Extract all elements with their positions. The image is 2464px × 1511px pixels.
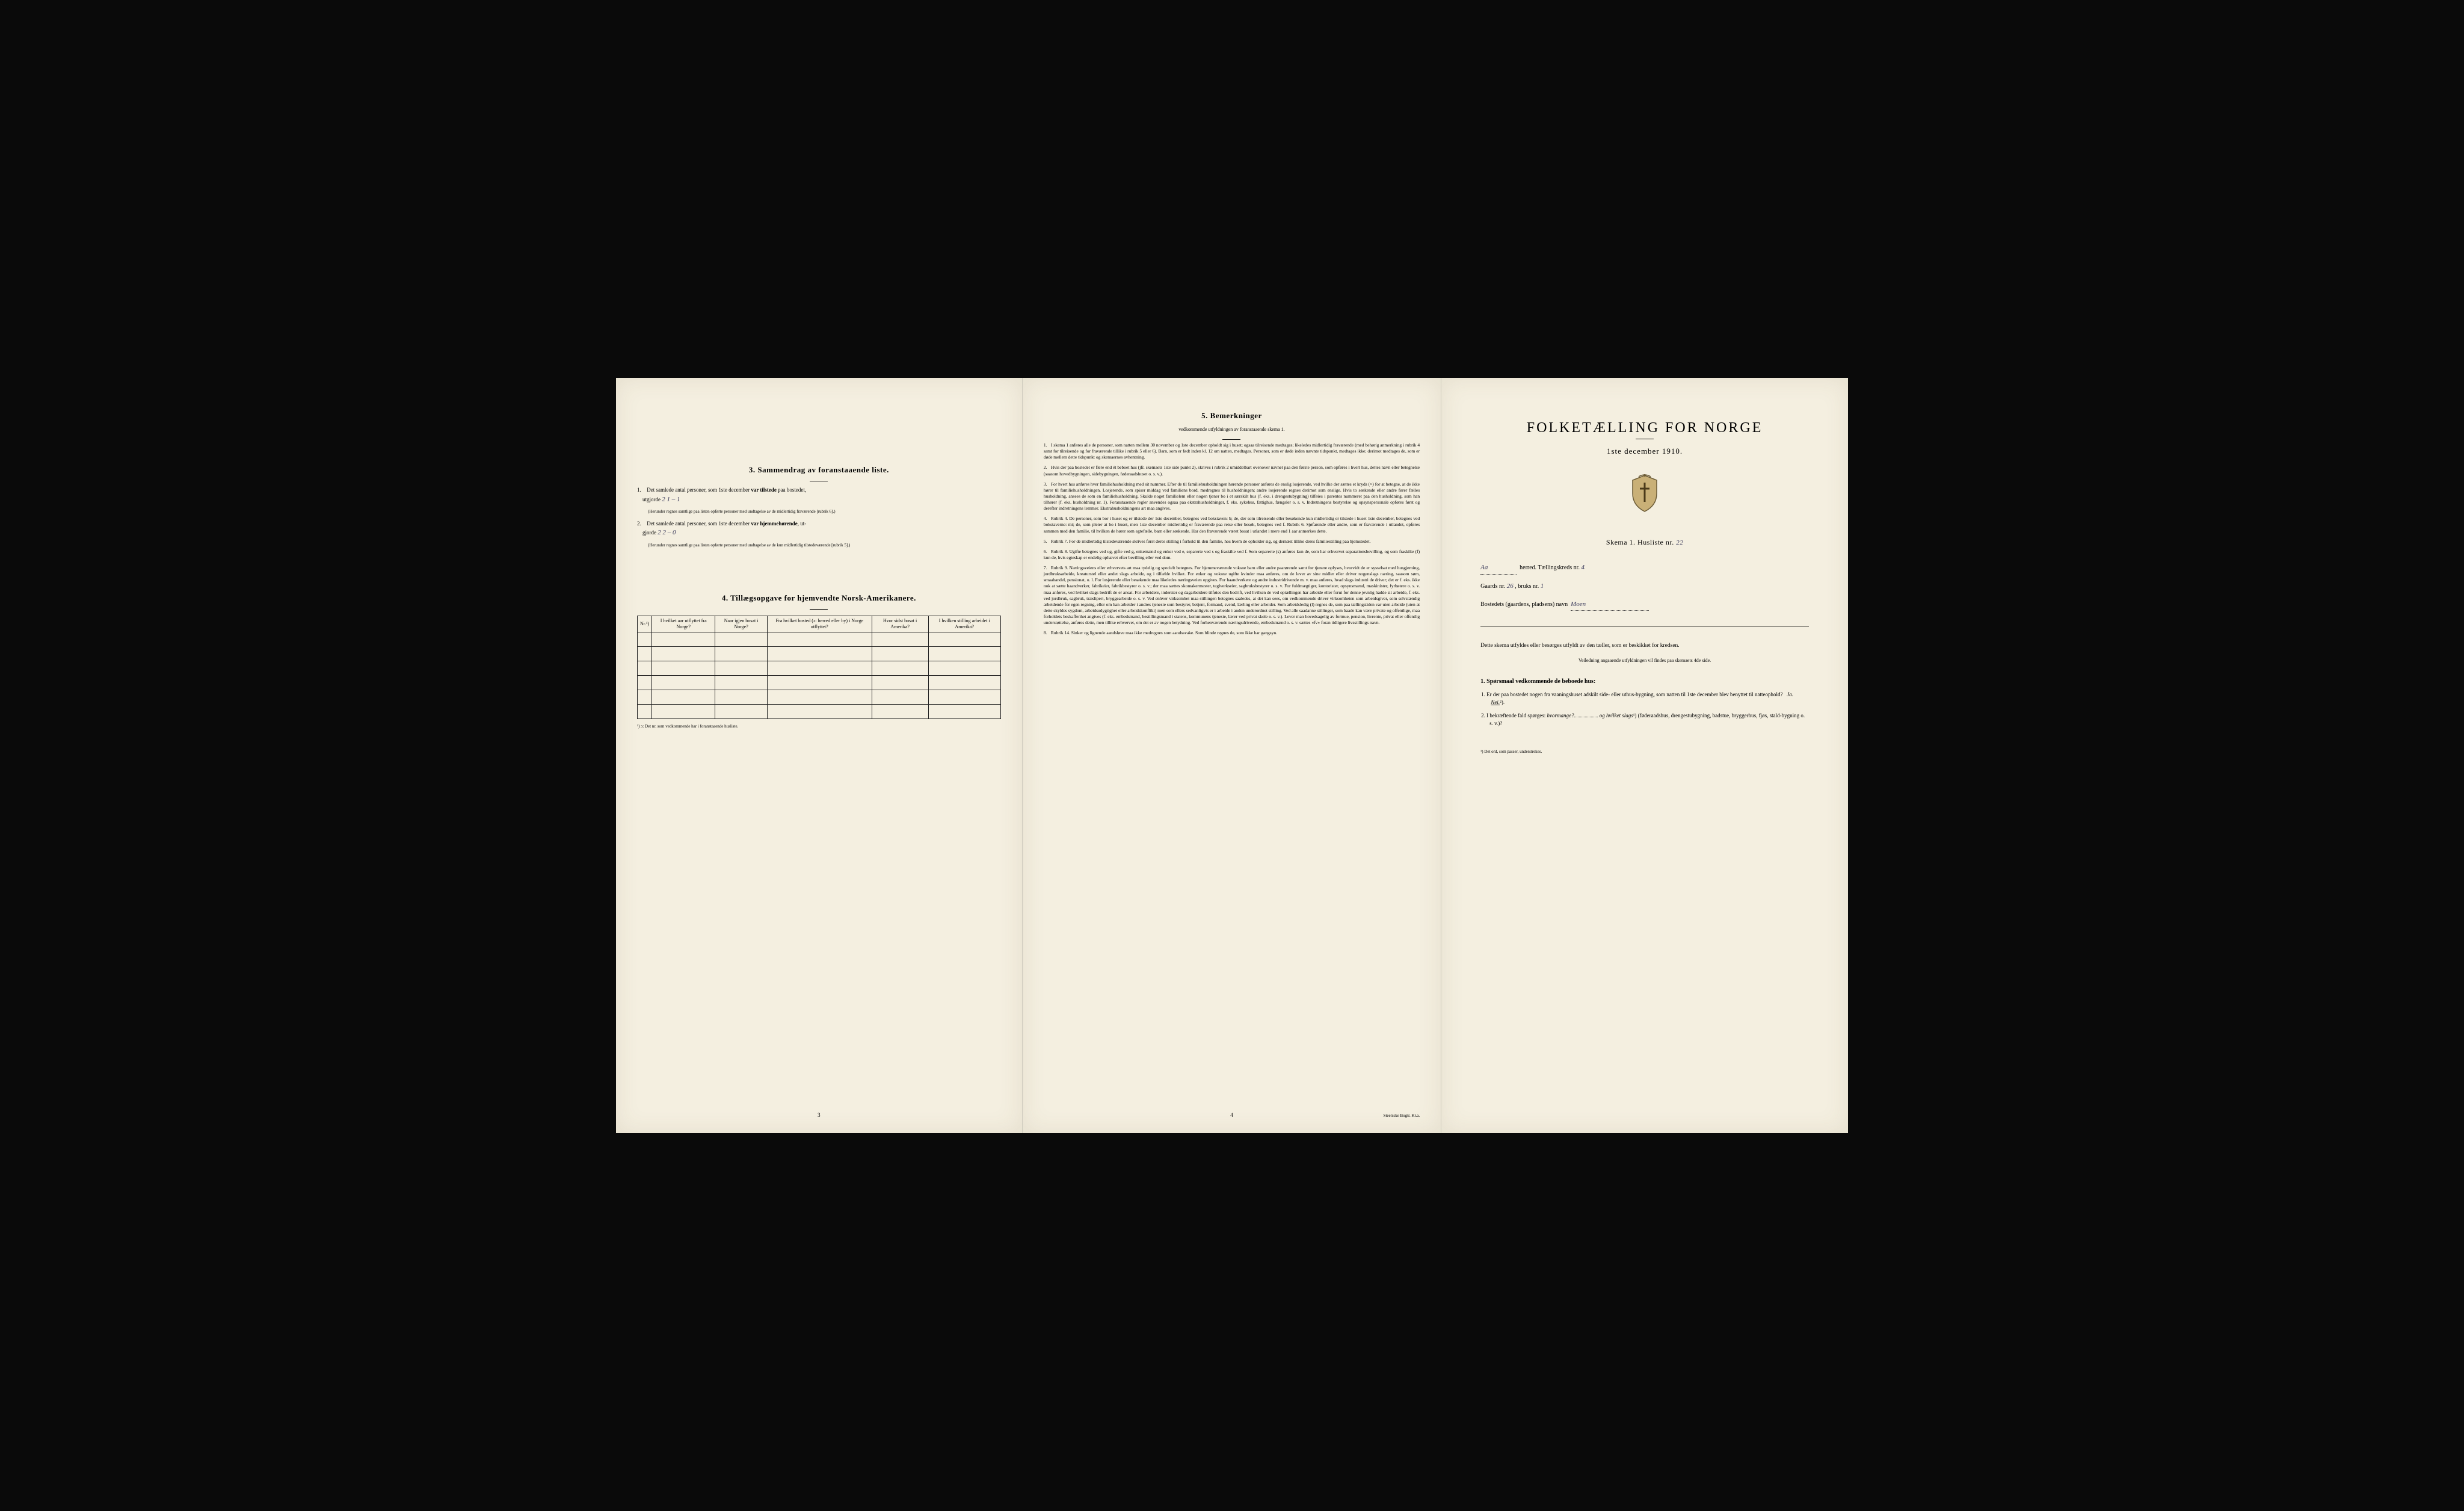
page-1-cover: FOLKETÆLLING FOR NORGE 1ste december 191… [1441,378,1848,1133]
page-number: 3 [818,1112,821,1118]
coat-of-arms-icon [1462,474,1827,520]
husliste-nr: 22 [1676,539,1683,546]
bemerkninger-item: 8.Rubrik 14. Sinker og lignende aandsløv… [1044,630,1420,636]
bruk-nr: 1 [1541,582,1544,590]
text: gjorde [642,530,658,536]
item-num: 1. [637,486,645,495]
skema-label: Skema 1. Husliste nr. [1606,538,1674,546]
page-number: 4 [1230,1112,1233,1118]
th-col2: Naar igjen bosat i Norge? [715,616,767,632]
skema-line: Skema 1. Husliste nr. 22 [1462,538,1827,547]
main-title: FOLKETÆLLING FOR NORGE [1462,420,1827,436]
th-col1: I hvilket aar utflyttet fra Norge? [652,616,715,632]
bemerkninger-item: 5.Rubrik 7. For de midlertidig tilstedev… [1044,539,1420,545]
section-3-title: 3. Sammendrag av foranstaaende liste. [637,465,1001,475]
label: Gaards nr. [1480,583,1505,590]
q-num: 2. [1481,712,1485,718]
sup: ¹) [1633,712,1637,718]
item-num: 2. [637,520,645,528]
note: (Herunder regnes samtlige paa listen opf… [648,543,1001,549]
label: herred. Tællingskreds nr. [1520,564,1580,571]
th-col4: Hvor sidst bosat i Amerika? [872,616,928,632]
bemerkninger-item: 3.For hvert hus anføres hver familiehush… [1044,481,1420,512]
em: og [1598,712,1606,718]
text: Det samlede antal personer, som 1ste dec… [647,487,751,493]
bemerkninger-item: 4.Rubrik 4. De personer, som bor i huset… [1044,516,1420,534]
text: , ut- [798,521,807,527]
divider [810,609,828,610]
page-3: 3. Sammendrag av foranstaaende liste. 1.… [616,378,1023,1133]
q-text: I bekræftende fald spørges: [1486,712,1547,718]
divider [1222,439,1240,440]
bemerkninger-item: 7.Rubrik 9. Næringsveiens eller erhverve… [1044,565,1420,626]
herred-line: Aa herred. Tællingskreds nr. 4 [1480,562,1809,575]
bold: var tilstede [751,487,777,493]
section-5-title: 5. Bemerkninger [1044,411,1420,421]
question-2: 2. I bekræftende fald spørges: hvormange… [1489,712,1809,728]
item-1: 1. Det samlede antal personer, som 1ste … [637,486,1001,504]
handwritten-value: 2 1 – 1 [662,496,680,503]
footnote: ¹) ɔ: Det nr. som vedkommende har i fora… [637,724,1001,729]
bemerkninger-item: 6.Rubrik 8. Ugifte betegnes ved ug, gift… [1044,549,1420,561]
label: , bruks nr. [1515,583,1539,590]
table-row [638,690,1001,705]
ja-option: Ja. [1787,691,1793,697]
item-2: 2. Det samlede antal personer, som 1ste … [637,520,1001,538]
page-4: 5. Bemerkninger vedkommende utfyldningen… [1023,378,1441,1133]
gaard-nr: 26 [1507,582,1514,590]
main-date: 1ste december 1910. [1462,447,1827,456]
sup: ²). [1500,699,1505,705]
label: Bostedets (gaardens, pladsens) navn [1480,601,1568,608]
tillaeg-table: Nr.¹) I hvilket aar utflyttet fra Norge?… [637,616,1001,720]
q-text: Er der paa bostedet nogen fra vaaningshu… [1486,691,1782,697]
handwritten-value: 2 2 – 0 [658,529,676,536]
table-row [638,705,1001,719]
q-num: 1. [1481,691,1485,697]
table-row [638,632,1001,647]
question-heading: 1. Spørsmaal vedkommende de beboede hus: [1480,678,1809,685]
text: utgjorde [642,496,662,502]
note: (Herunder regnes samtlige paa listen opf… [648,509,1001,515]
bemerkninger-item: 2.Hvis der paa bostedet er flere end ét … [1044,465,1420,477]
th-nr: Nr.¹) [638,616,652,632]
table-row [638,647,1001,661]
table-row [638,661,1001,676]
bosted-line: Bostedets (gaardens, pladsens) navn Moen [1480,599,1809,611]
bemerkninger-list: 1.I skema 1 anføres alle de personer, so… [1044,442,1420,636]
table-row [638,676,1001,690]
bemerkninger-item: 1.I skema 1 anføres alle de personer, so… [1044,442,1420,460]
bold: var hjemmehørende [751,521,797,527]
intro-sub: Veiledning angaaende utfyldningen vil fi… [1480,658,1809,663]
gaard-line: Gaards nr. 26 , bruks nr. 1 [1480,581,1809,593]
nei-option: Nei. [1491,699,1500,705]
bosted-name: Moen [1571,599,1649,611]
section-5-subtitle: vedkommende utfyldningen av foranstaaend… [1044,427,1420,432]
herred-name: Aa [1480,562,1517,575]
em: hvilket slags [1606,712,1633,718]
text: paa bostedet, [777,487,806,493]
th-col3: Fra hvilket bosted (ɔ: herred eller by) … [767,616,872,632]
intro-text: Dette skema utfyldes eller besørges utfy… [1480,641,1809,650]
census-document: 3. Sammendrag av foranstaaende liste. 1.… [616,378,1848,1133]
th-col5: I hvilken stilling arbeidet i Amerika? [928,616,1000,632]
kreds-nr: 4 [1581,564,1585,571]
printer-credit: Steen'ske Bogtr. Kr.a. [1384,1113,1420,1118]
question-1: 1. Er der paa bostedet nogen fra vaaning… [1489,691,1809,707]
footnote: ¹) Det ord, som passer, understrekes. [1480,749,1809,754]
section-4-title: 4. Tillægsopgave for hjemvendte Norsk-Am… [637,593,1001,603]
text: Det samlede antal personer, som 1ste dec… [647,521,751,527]
em: hvormange? [1547,712,1574,718]
